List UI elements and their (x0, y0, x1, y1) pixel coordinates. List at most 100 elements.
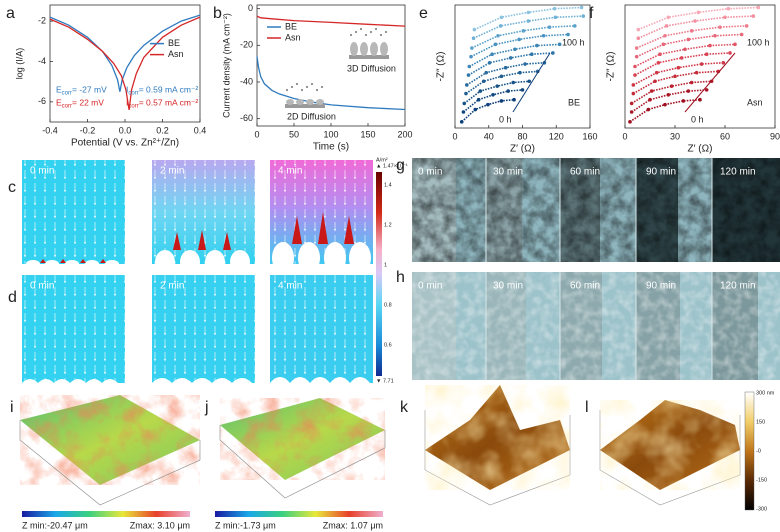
frame-label: 60 min (570, 167, 600, 178)
panel-j: j Z min:-1.73 μm Zmax: 1.07 μm (204, 398, 386, 530)
surface-texture (220, 398, 385, 480)
ion (359, 27, 363, 31)
series-line (468, 43, 560, 68)
x-tick-label: 90 (770, 131, 780, 141)
data-point (547, 25, 552, 29)
x-tick-label: 0 (452, 131, 457, 141)
annotation: E (56, 84, 62, 94)
afm-colorbar: 300 nm 150 -0 -150 -300 (744, 390, 775, 512)
annotation: 3D Diffusion (347, 63, 396, 73)
series-line (631, 80, 712, 105)
x-tick-label: 30 (670, 131, 680, 141)
box-edge (219, 425, 386, 499)
annotation: I (126, 97, 128, 107)
panel-g: g 0 min 30 min 60 min 90 min 120 min (396, 157, 780, 262)
plot-frame (624, 4, 776, 129)
frame-dividers (485, 158, 713, 262)
frame-label: 2 min (160, 281, 184, 292)
surface (152, 378, 255, 383)
annotation: BE (568, 97, 580, 107)
z-colorbar (215, 511, 383, 517)
panel-e: e 0 40 80 120 160 Z′ (Ω) -Z″ (Ω) 100 h 0 h BE (419, 4, 598, 155)
frame-label: 120 min (720, 167, 756, 178)
panel-label: c (8, 179, 16, 196)
colorbar-tick: 150 (756, 419, 765, 425)
field-arrows (152, 275, 255, 383)
frame-dividers (485, 272, 713, 380)
bump (298, 242, 320, 274)
frame-label: 0 min (30, 281, 54, 292)
z-colorbar (22, 511, 190, 517)
x-tick-label: 0.2 (156, 125, 169, 135)
panel-label: i (10, 399, 14, 416)
colorbar-min: ▼ 7.71 (376, 378, 394, 384)
time-arrow (512, 52, 551, 113)
nucleus (360, 42, 368, 56)
series-line (49, 14, 201, 92)
panel-a: a -0.4 -0.2 0.0 0.2 0.4 -2 -4 -6 Potential (V vs.… (6, 4, 206, 149)
y-tick-label: -4 (38, 56, 46, 66)
annotation: Asn (747, 97, 763, 107)
data-point (573, 24, 577, 28)
frame-label: 120 min (720, 281, 756, 292)
series-line (632, 62, 724, 86)
annotation: = 0.59 mA cm⁻² (139, 84, 199, 94)
frame-label: 0 min (418, 281, 442, 292)
z-min: Z min:-20.47 μm (22, 520, 88, 530)
x-tick-label: 150 (360, 129, 375, 139)
y-axis-label: Current density (mA cm⁻²) (221, 13, 231, 118)
series-line (634, 52, 731, 76)
annotation: corr (128, 104, 138, 110)
frame-label: 30 min (493, 281, 523, 292)
series-line (634, 43, 736, 68)
x-tick-label: -0.2 (80, 125, 96, 135)
x-tick-label: 0 (622, 131, 627, 141)
series-line (49, 16, 201, 111)
frame-label: 2 min (160, 166, 184, 177)
x-tick-label: 0 (254, 129, 259, 139)
panel-label: l (585, 399, 589, 416)
x-axis-label: Potential (V vs. Zn²⁺/Zn) (71, 138, 179, 149)
data-point (704, 52, 709, 56)
annotation: 100 h (747, 37, 770, 47)
panel-f: f 0 30 60 90 Z′ (Ω) -Z″ (Ω) 100 h 0 h Asn (589, 4, 780, 155)
panel-label: f (589, 5, 594, 22)
ion (315, 88, 319, 92)
annotation: I (126, 84, 128, 94)
x-tick-label: 60 (720, 131, 730, 141)
bump (85, 260, 99, 268)
series-line (636, 25, 747, 49)
series-line (636, 33, 742, 58)
frame-label: 90 min (646, 281, 676, 292)
x-tick-label: -0.4 (42, 125, 58, 135)
panel-k: k (400, 385, 571, 506)
frame-label: 4 min (278, 166, 302, 177)
deposits (26, 242, 371, 274)
data-point (698, 97, 702, 102)
x-tick-label: 100 (323, 129, 338, 139)
annotation: = 22 mV (72, 97, 104, 107)
series-line (474, 6, 582, 31)
panel-i: i Z min:-20.47 μm Zmax: 3.10 μm (10, 395, 201, 530)
z-min: Z min:-1.73 μm (215, 520, 276, 530)
panel-label: e (419, 5, 428, 22)
y-tick-label: -6 (38, 96, 46, 106)
ion (364, 33, 368, 37)
series-line (470, 33, 569, 58)
series-line (463, 80, 530, 105)
y-tick-label: -2 (38, 16, 46, 26)
annotation: 0 h (499, 114, 512, 124)
data-point (751, 14, 756, 18)
x-axis-label: Time (s) (313, 142, 349, 153)
annotation: 100 h (562, 37, 585, 47)
colorbar-tick: 1.2 (384, 222, 392, 228)
sim-colorbar: A/m² ▲ 1.47×10⁻¹ 1.4 1.2 1 0.8 0.6 ▼ 7.7… (376, 157, 408, 384)
bump (349, 242, 371, 274)
ion (300, 88, 304, 92)
z-max: Zmax: 1.07 μm (323, 520, 383, 530)
colorbar-tick: -300 (756, 506, 767, 512)
annotation: 2D Diffusion (287, 111, 336, 121)
ion (310, 82, 314, 86)
nucleus (316, 99, 324, 105)
ion (349, 33, 353, 37)
